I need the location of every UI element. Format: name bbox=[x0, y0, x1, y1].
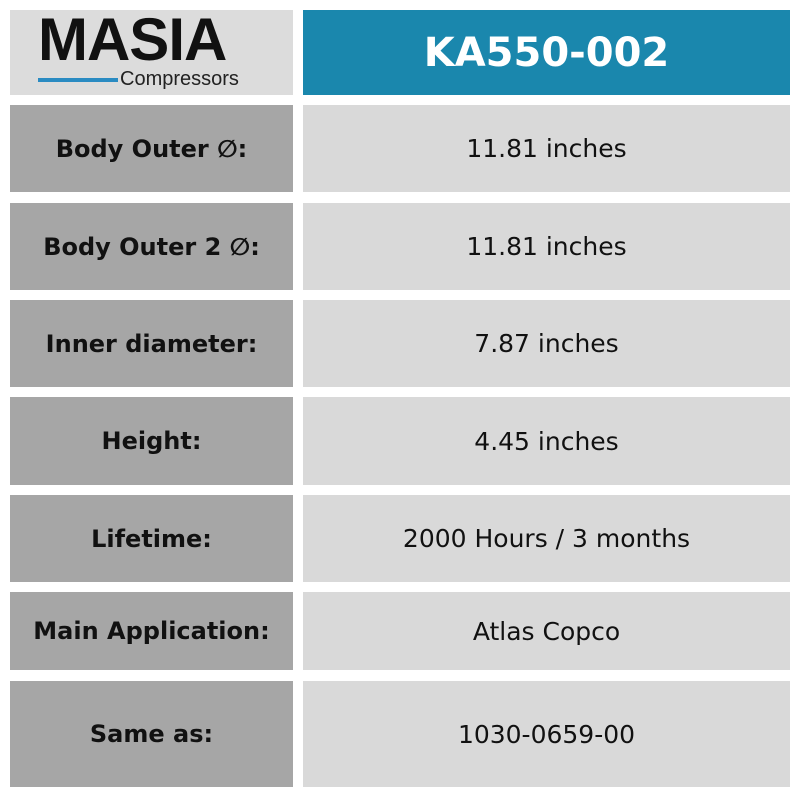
spec-value: Atlas Copco bbox=[303, 592, 790, 670]
logo-brand: MASIA bbox=[38, 6, 227, 73]
logo-accent-bar bbox=[38, 77, 118, 82]
spec-label: Height: bbox=[10, 397, 293, 485]
logo: MASIA Compressors bbox=[10, 10, 293, 95]
spec-label: Lifetime: bbox=[10, 495, 293, 582]
spec-value: 11.81 inches bbox=[303, 203, 790, 290]
spec-value: 4.45 inches bbox=[303, 397, 790, 485]
spec-label: Inner diameter: bbox=[10, 300, 293, 387]
logo-tagline-row: Compressors bbox=[38, 68, 239, 91]
spec-value: 11.81 inches bbox=[303, 105, 790, 192]
spec-label: Body Outer ∅: bbox=[10, 105, 293, 192]
spec-label: Same as: bbox=[10, 681, 293, 787]
logo-tagline: Compressors bbox=[120, 68, 239, 90]
spec-value: 2000 Hours / 3 months bbox=[303, 495, 790, 582]
spec-value: 1030-0659-00 bbox=[303, 681, 790, 787]
spec-label: Body Outer 2 ∅: bbox=[10, 203, 293, 290]
spec-label: Main Application: bbox=[10, 592, 293, 670]
spec-value: 7.87 inches bbox=[303, 300, 790, 387]
product-title: KA550-002 bbox=[303, 10, 790, 95]
